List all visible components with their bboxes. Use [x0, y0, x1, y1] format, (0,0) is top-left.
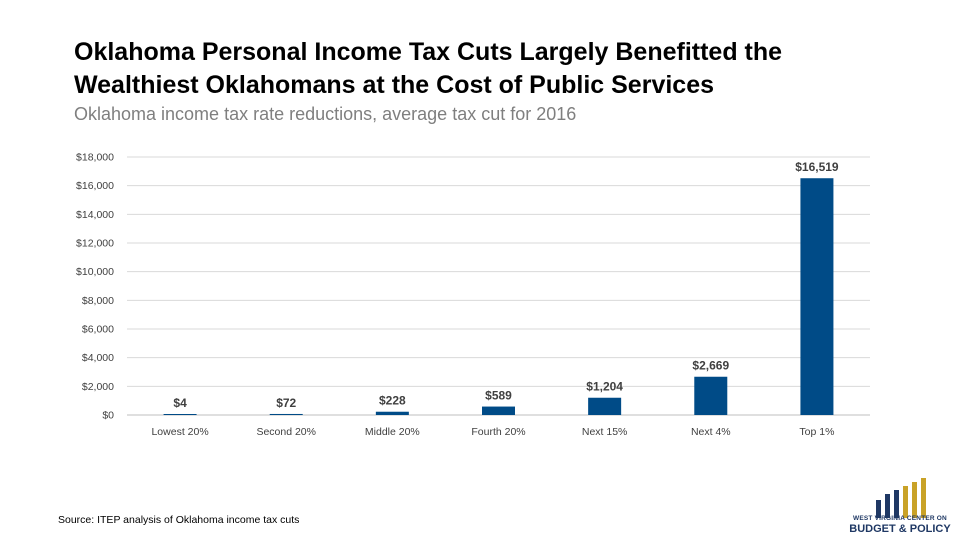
chart-title-line2: Wealthiest Oklahomans at the Cost of Pub…	[74, 71, 715, 99]
bar	[375, 411, 409, 415]
data-label: $72	[276, 396, 296, 410]
data-label: $1,204	[586, 380, 623, 394]
y-tick-label: $0	[102, 410, 114, 422]
y-tick-label: $8,000	[82, 295, 114, 307]
y-tick-label: $6,000	[82, 324, 114, 336]
bar	[269, 413, 303, 415]
x-tick-label: Second 20%	[256, 426, 316, 438]
data-label: $16,519	[795, 160, 839, 174]
bar	[163, 414, 197, 415]
y-tick-label: $4,000	[82, 352, 114, 364]
chart-subtitle: Oklahoma income tax rate reductions, ave…	[74, 104, 577, 124]
logo-text-line1: WEST VIRGINIA CENTER ON	[853, 515, 947, 522]
data-label: $2,669	[692, 359, 729, 373]
source-note: Source: ITEP analysis of Oklahoma income…	[58, 514, 300, 526]
y-tick-label: $18,000	[76, 152, 114, 164]
y-tick-label: $16,000	[76, 180, 114, 192]
data-label: $4	[173, 396, 187, 410]
chart-title-line1: Oklahoma Personal Income Tax Cuts Largel…	[74, 38, 783, 66]
bar	[800, 178, 834, 415]
bar	[694, 376, 728, 415]
data-label: $228	[379, 394, 406, 408]
x-tick-label: Lowest 20%	[151, 426, 208, 438]
organization-logo: WEST VIRGINIA CENTER ON BUDGET & POLICY	[838, 472, 962, 538]
y-tick-label: $10,000	[76, 266, 114, 278]
x-tick-label: Next 15%	[582, 426, 628, 438]
bar	[588, 397, 622, 415]
x-tick-label: Top 1%	[799, 426, 834, 438]
data-label: $589	[485, 389, 512, 403]
chart-title: Oklahoma Personal Income Tax Cuts Largel…	[74, 36, 934, 102]
y-tick-label: $14,000	[76, 209, 114, 221]
x-tick-label: Next 4%	[691, 426, 731, 438]
y-tick-label: $12,000	[76, 238, 114, 250]
y-tick-label: $2,000	[82, 381, 114, 393]
logo-text-line2: BUDGET & POLICY	[849, 523, 951, 535]
bar-chart-logo-icon	[876, 478, 926, 518]
x-tick-label: Middle 20%	[365, 426, 420, 438]
x-tick-label: Fourth 20%	[471, 426, 525, 438]
bar	[482, 406, 515, 415]
